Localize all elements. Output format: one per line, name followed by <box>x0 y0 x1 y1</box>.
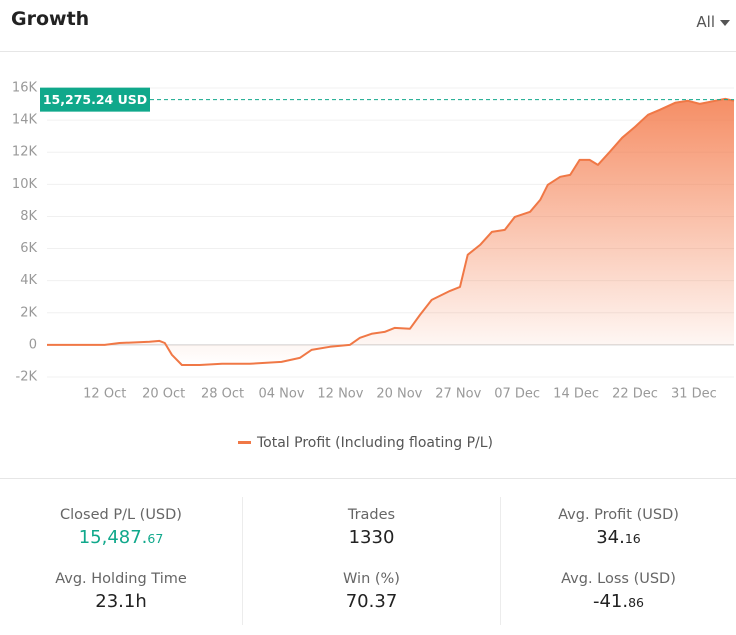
stat-value: 34.16 <box>596 527 641 548</box>
stat-value: -41.86 <box>592 591 645 612</box>
stat: Avg. Holding Time 23.1h <box>0 561 242 625</box>
x-tick-label: 14 Dec <box>553 387 599 402</box>
line <box>47 97 735 366</box>
y-tick-label: 6K <box>20 241 37 256</box>
x-tick-label: 12 Nov <box>317 387 363 402</box>
stat: Closed P/L (USD) 15,487.67 <box>0 497 242 561</box>
area-fill <box>47 98 734 366</box>
stat-value: 1330 <box>348 527 395 548</box>
stat-label: Win (%) <box>343 571 400 587</box>
stat-label: Closed P/L (USD) <box>60 507 182 523</box>
stat-label: Avg. Profit (USD) <box>558 507 679 523</box>
stats: Closed P/L (USD) 15,487.67 Trades 1330 Avg. … <box>0 478 736 635</box>
y-tick-label: 0 <box>29 337 37 352</box>
stat-label: Avg. Holding Time <box>55 571 187 587</box>
x-tick-label: 27 Nov <box>435 387 481 402</box>
y-tick-label: 12K <box>12 145 38 160</box>
x-tick-label: 22 Dec <box>612 387 658 402</box>
stat: Avg. Loss (USD) -41.86 <box>500 561 736 625</box>
reference-label: 15,275.24 USD <box>43 92 147 107</box>
stat: Trades 1330 <box>242 497 500 561</box>
x-tick-label: 20 Oct <box>142 387 185 402</box>
x-tick-label: 28 Oct <box>201 387 244 402</box>
filter-dropdown[interactable]: All <box>696 13 730 31</box>
stat: Avg. Profit (USD) 34.16 <box>500 497 736 561</box>
stat-value: 70.37 <box>345 591 398 612</box>
y-tick-label: 16K <box>12 81 38 96</box>
stat: Win (%) 70.37 <box>242 561 500 625</box>
y-tick-label: 8K <box>20 209 37 224</box>
stat-value: 23.1h <box>95 591 147 612</box>
x-tick-label: 12 Oct <box>83 387 126 402</box>
stat-label: Avg. Loss (USD) <box>561 571 676 587</box>
x-tick-label: 31 Dec <box>671 387 717 402</box>
legend-label: Total Profit (Including floating P/L) <box>256 435 493 451</box>
y-tick-label: -2K <box>16 370 38 385</box>
y-tick-label: 10K <box>12 177 38 192</box>
chart: -2K 0 2K 4K 6K 8K 10K 12K 14K 16K 12 Oct 20 Oct 28 O… <box>12 81 735 451</box>
y-tick-label: 14K <box>12 113 38 128</box>
title: Growth <box>11 8 90 30</box>
x-tick-label: 07 Dec <box>494 387 540 402</box>
stat-value: 15,487.67 <box>78 527 164 548</box>
stat-label: Trades <box>347 507 396 523</box>
header: Growth All <box>0 0 736 52</box>
x-tick-label: 20 Nov <box>376 387 422 402</box>
reference-label-box <box>40 87 150 112</box>
x-tick-label: 04 Nov <box>258 387 304 402</box>
legend-swatch <box>238 441 251 444</box>
y-tick-label: 4K <box>20 273 37 288</box>
y-tick-label: 2K <box>20 305 37 320</box>
